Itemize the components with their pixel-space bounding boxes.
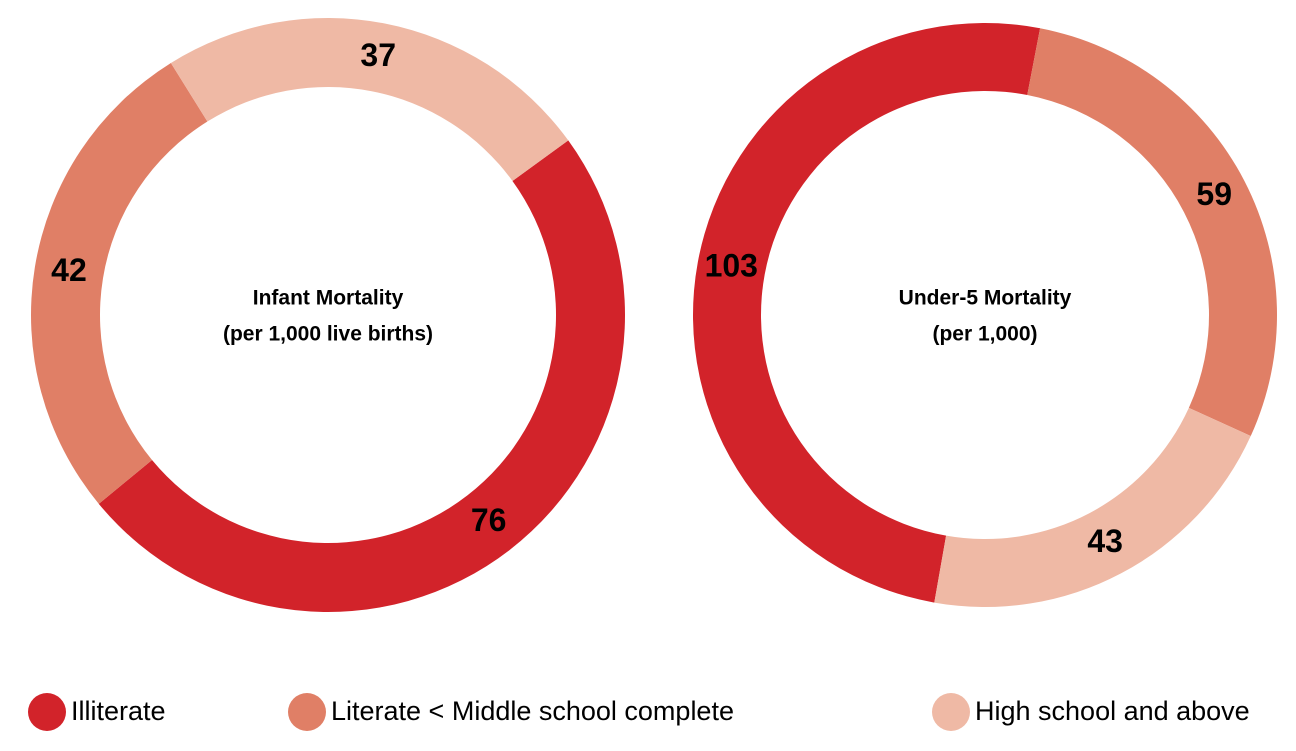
center-title: Under-5 Mortality	[899, 287, 1072, 310]
legend-swatch	[288, 693, 326, 731]
donut-segment	[98, 140, 626, 613]
donut-segment	[692, 22, 1041, 603]
center-subtitle: (per 1,000 live births)	[223, 323, 433, 346]
value-label: 37	[360, 37, 396, 73]
center-title: Infant Mortality	[253, 287, 404, 310]
legend-swatch	[28, 693, 66, 731]
legend-label: Literate < Middle school complete	[331, 696, 734, 726]
legend-label: Illiterate	[71, 696, 166, 726]
donut-segment	[1027, 28, 1277, 437]
value-label: 42	[51, 252, 87, 288]
donut-segment	[934, 407, 1251, 607]
donut-segment	[30, 62, 208, 504]
value-label: 76	[471, 502, 507, 538]
legend-swatch	[932, 693, 970, 731]
legend-label: High school and above	[975, 696, 1250, 726]
value-label: 103	[705, 248, 758, 284]
value-label: 43	[1087, 523, 1123, 559]
center-subtitle: (per 1,000)	[932, 323, 1037, 346]
value-label: 59	[1196, 176, 1232, 212]
donut-segment	[170, 17, 569, 181]
